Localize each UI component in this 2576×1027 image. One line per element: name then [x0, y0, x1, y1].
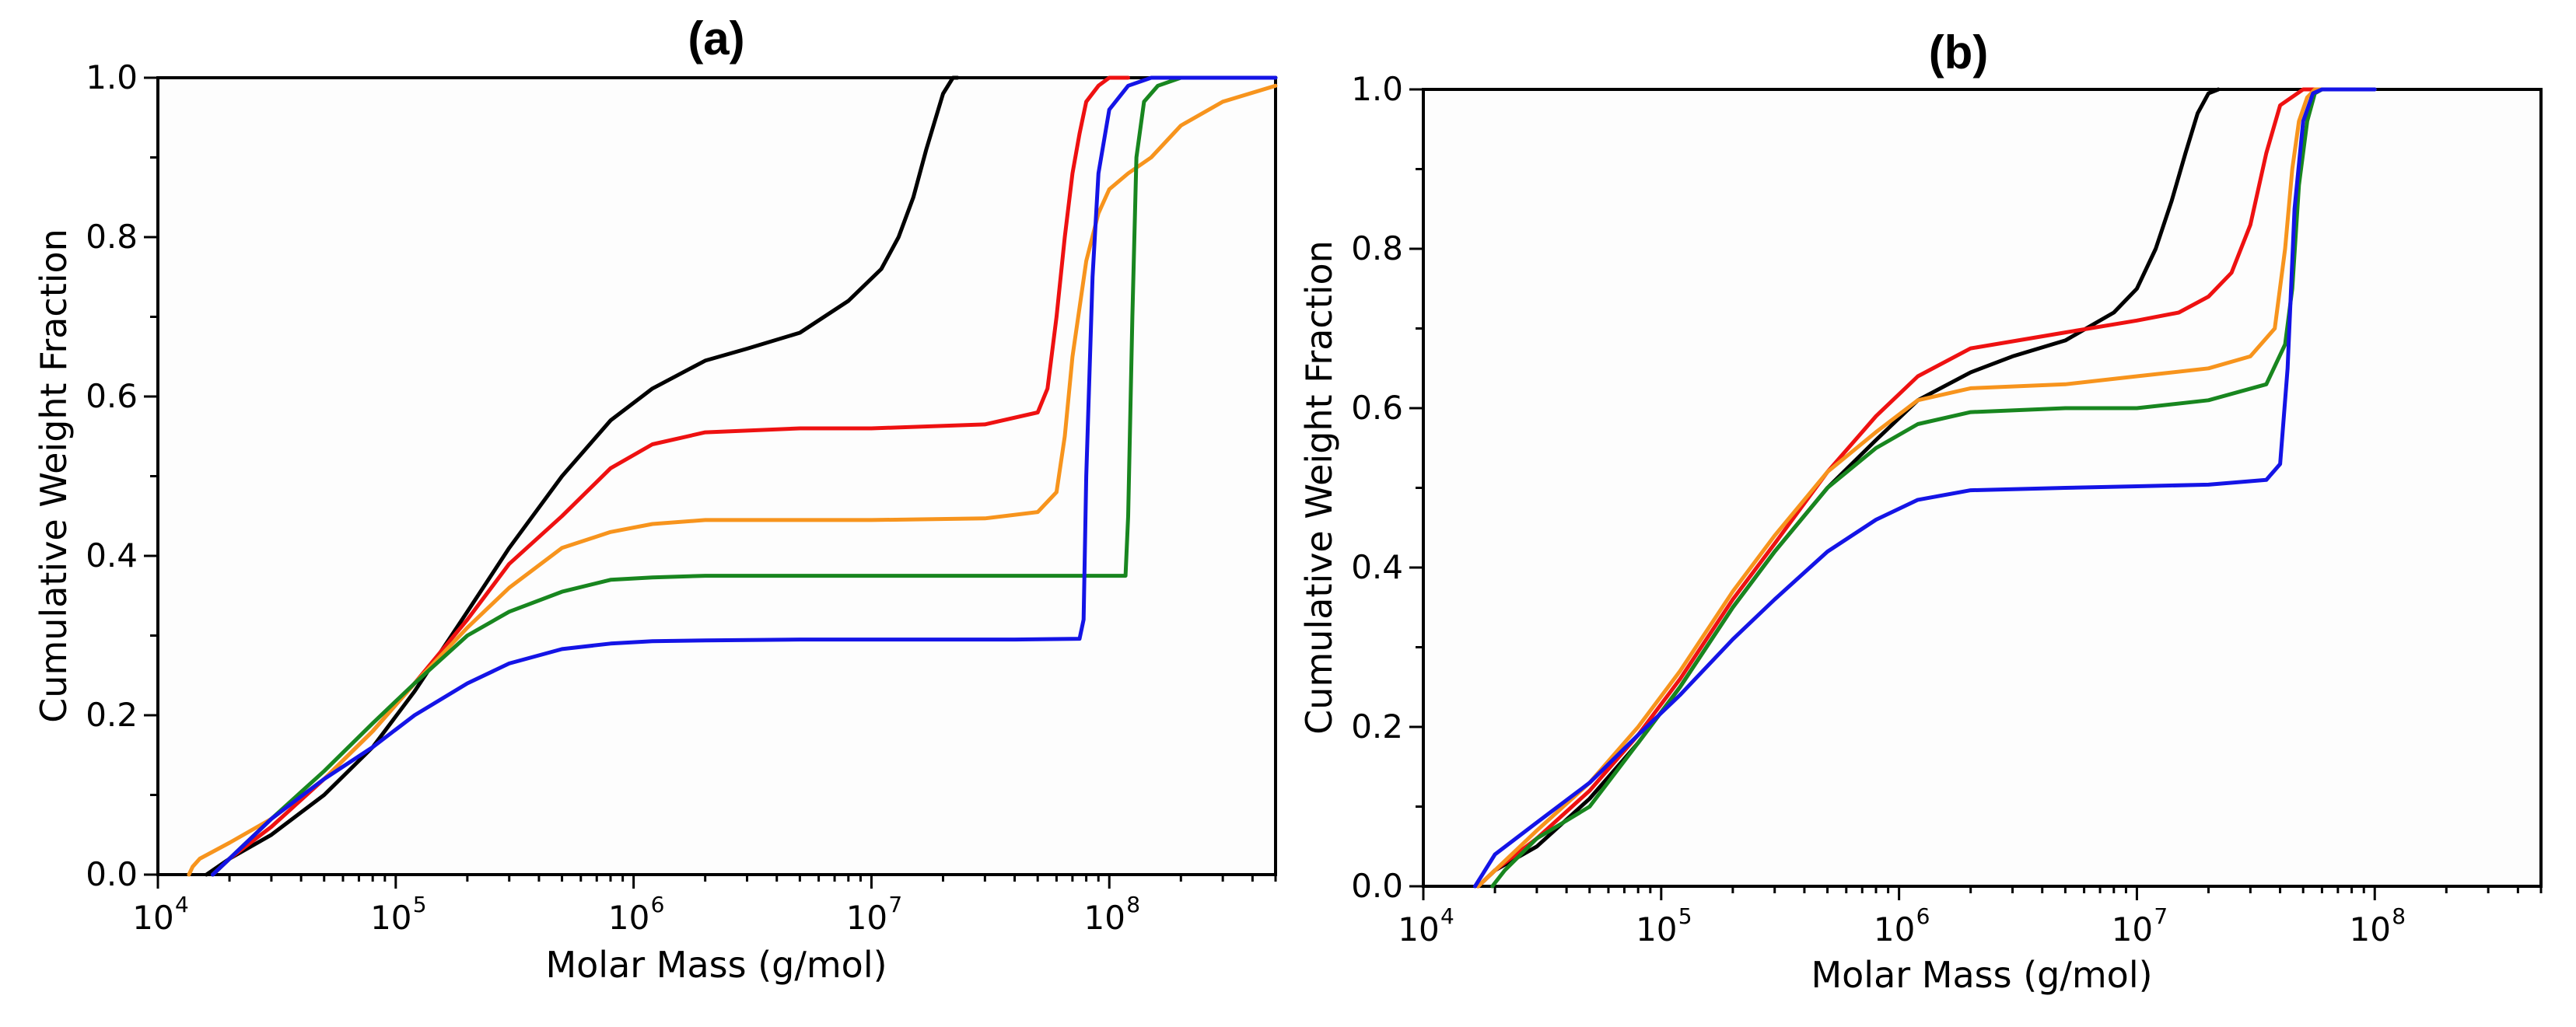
y-tick-label-a: 0.8 [86, 218, 138, 256]
chart-panel-b: (b) Molar Mass (g/mol) Cumulative Weight… [1298, 26, 2543, 996]
series-layer-a [187, 75, 1278, 877]
y-axis-label-a: Cumulative Weight Fraction [33, 229, 75, 723]
x-tick-exponent-a: 7 [888, 892, 902, 917]
x-tick-exponent-a: 4 [175, 892, 189, 917]
y-tick-label-b: 1.0 [1351, 70, 1403, 108]
tick-labels-b: 0.00.20.40.60.81.010 4 10 5 10 6 10 7 10 8 [1351, 70, 2406, 948]
x-tick-label-b: 10 [1398, 910, 1439, 948]
x-tick-label-a: 10 [370, 899, 411, 937]
y-tick-label-b: 0.0 [1351, 867, 1403, 905]
series-line-green-b [1490, 87, 2377, 889]
x-tick-exponent-b: 6 [1916, 903, 1930, 929]
x-tick-exponent-b: 8 [2392, 903, 2406, 929]
x-tick-exponent-b: 7 [2154, 903, 2168, 929]
x-tick-label-a: 10 [1084, 899, 1125, 937]
x-tick-label-b: 10 [1874, 910, 1915, 948]
x-tick-label-b: 10 [2350, 910, 2391, 948]
chart-title-a: (a) [688, 12, 744, 65]
x-tick-exponent-a: 8 [1126, 892, 1140, 917]
chart-title-b: (b) [1929, 26, 1989, 79]
series-layer-b [1473, 87, 2377, 889]
chart-panel-a: (a) Molar Mass (g/mol) Cumulative Weight… [33, 12, 1278, 986]
y-tick-label-b: 0.6 [1351, 389, 1403, 427]
series-line-green-a [211, 75, 1278, 877]
y-tick-label-a: 0.0 [86, 855, 138, 893]
x-tick-exponent-a: 5 [413, 892, 427, 917]
y-tick-label-a: 0.2 [86, 696, 138, 734]
plot-area-b [1422, 88, 2543, 888]
y-tick-label-a: 0.4 [86, 536, 138, 575]
x-axis-label-b: Molar Mass (g/mol) [1811, 954, 2152, 996]
y-axis-label-b: Cumulative Weight Fraction [1298, 240, 1340, 735]
x-tick-label-b: 10 [1636, 910, 1677, 948]
series-line-black-b [1476, 87, 2221, 889]
y-tick-label-b: 0.8 [1351, 229, 1403, 267]
plot-area-a [156, 76, 1277, 876]
x-tick-label-b: 10 [2112, 910, 2153, 948]
series-line-red-b [1476, 87, 2324, 889]
series-line-blue-a [211, 75, 1278, 877]
x-tick-exponent-b: 5 [1678, 903, 1692, 929]
x-axis-label-a: Molar Mass (g/mol) [545, 944, 887, 986]
y-tick-label-b: 0.4 [1351, 548, 1403, 586]
x-tick-exponent-a: 6 [651, 892, 665, 917]
y-tick-label-b: 0.2 [1351, 707, 1403, 746]
x-tick-label-a: 10 [132, 899, 173, 937]
axis-ticks-a [144, 76, 1277, 889]
x-tick-exponent-b: 4 [1440, 903, 1454, 929]
y-tick-label-a: 1.0 [86, 58, 138, 96]
tick-labels-a: 0.00.20.40.60.81.010 4 10 5 10 6 10 7 10 8 [86, 58, 1140, 937]
x-tick-label-a: 10 [846, 899, 887, 937]
y-tick-label-a: 0.6 [86, 377, 138, 415]
series-line-black-a [204, 75, 960, 877]
series-line-blue-b [1473, 87, 2377, 889]
x-tick-label-a: 10 [608, 899, 649, 937]
axis-ticks-b [1409, 88, 2543, 900]
series-line-orange-b [1476, 87, 2377, 889]
